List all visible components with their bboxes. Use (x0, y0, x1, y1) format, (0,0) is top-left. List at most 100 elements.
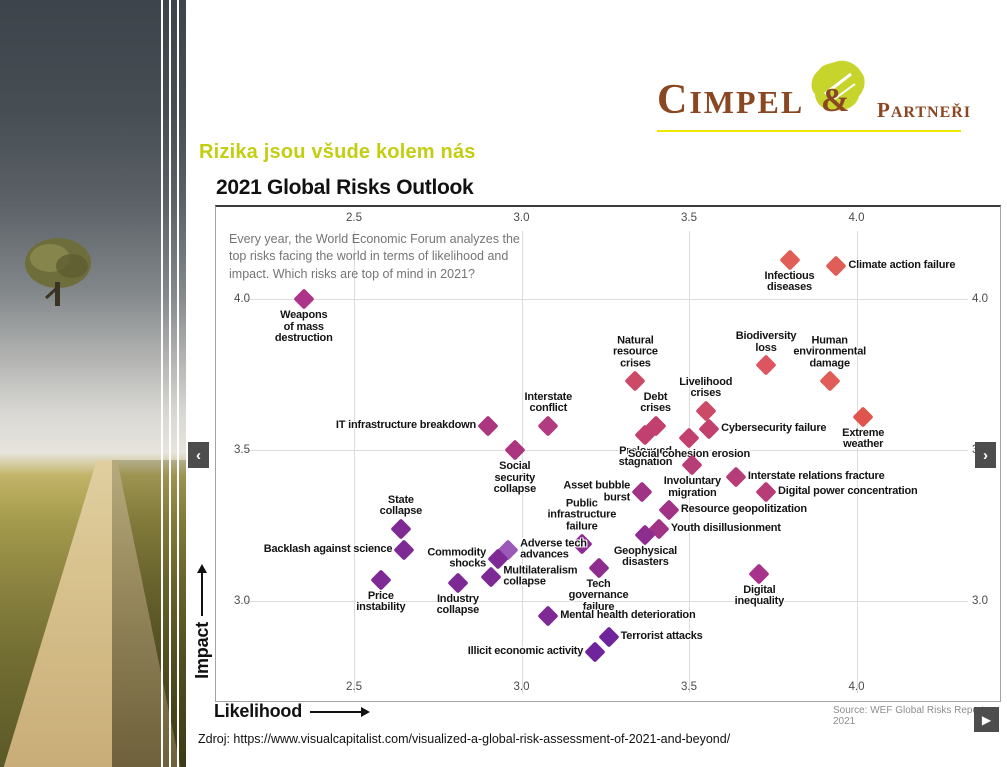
x-tick-label: 2.5 (346, 212, 362, 224)
risk-point (698, 418, 720, 440)
x-axis-label: Likelihood (214, 701, 371, 722)
risk-label: Social security collapse (493, 460, 537, 496)
leaf-icon (811, 60, 865, 111)
x-tick-label: 3.0 (513, 212, 530, 224)
source-url: Zdroj: https://www.visualcapitalist.com/… (198, 732, 731, 746)
play-button[interactable]: ▶ (974, 707, 999, 732)
risk-label: Prolonged stagnation (618, 444, 673, 469)
risk-label: Commodity shocks (427, 546, 487, 570)
vertical-line-decoration (161, 0, 163, 767)
risk-point (819, 369, 841, 392)
risk-point (447, 572, 469, 594)
gridline (521, 231, 523, 693)
risk-label: Human environmental damage (793, 333, 866, 369)
risk-point (778, 249, 801, 271)
gridline (246, 601, 968, 602)
x-tick-label: 3.0 (513, 681, 530, 693)
risk-point (678, 427, 700, 449)
x-tick-label: 2.5 (346, 681, 362, 693)
slide-heading: Rizika jsou všude kolem nás (199, 141, 476, 163)
chart-title: 2021 Global Risks Outlook (216, 176, 474, 199)
gridline (354, 231, 355, 693)
risk-label: Multilateralism collapse (503, 564, 578, 588)
risk-label: Industry collapse (436, 592, 480, 617)
y-tick-label: 4.0 (972, 293, 988, 305)
risk-point (393, 539, 415, 561)
risk-point (755, 354, 777, 377)
risk-point (755, 481, 777, 503)
y-axis-label: Impact (191, 564, 213, 702)
logo-underline (657, 130, 961, 132)
logo-ampersand: & (821, 82, 850, 119)
grass-shading (111, 460, 186, 767)
gridline (246, 299, 968, 300)
landscape-photo: ᵥ ᵥ ᵥᵥ ᵥ ᵥ (0, 0, 186, 767)
logo-name: CIMPEL (657, 77, 805, 123)
risk-point (825, 255, 847, 277)
risk-label: Extreme weather (842, 426, 885, 451)
vertical-line-decoration (169, 0, 171, 767)
logo-subname: PARTNEŘI (877, 98, 972, 122)
vertical-line-decoration (177, 0, 179, 767)
risk-point (537, 415, 559, 437)
risk-label: Livelihood crises (679, 375, 733, 400)
risk-point (748, 563, 770, 585)
risk-label: Climate action failure (848, 258, 956, 271)
risk-label: IT infrastructure breakdown (335, 419, 476, 432)
risk-label: Involuntary migration (663, 475, 721, 499)
risk-point (587, 557, 610, 579)
x-tick-label: 3.5 (681, 212, 697, 224)
risk-point (725, 466, 747, 488)
risk-label: Digital power concentration (778, 485, 918, 498)
risk-point (477, 415, 499, 437)
risk-point (631, 481, 653, 503)
right-arrow-icon (310, 706, 371, 717)
risk-point (658, 499, 680, 521)
risk-label: Social cohesion erosion (628, 447, 750, 460)
y-tick-label: 3.0 (234, 595, 250, 607)
tree-illustration (25, 238, 91, 306)
chevron-left-icon: ‹ (196, 446, 201, 464)
chart-source: Source: WEF Global Risks Report 2021 (833, 705, 985, 727)
risk-point (370, 569, 392, 591)
risk-label: Illicit economic activity (467, 645, 584, 658)
risk-label: Natural resource crises (612, 333, 658, 369)
risk-point (390, 517, 412, 540)
risk-point (695, 400, 717, 422)
chart-description: Every year, the World Economic Forum ana… (229, 232, 520, 281)
risk-point (584, 641, 606, 663)
risk-label: Tech governance failure (568, 577, 629, 613)
risk-label: Price instability (356, 589, 406, 614)
up-arrow-icon (197, 564, 207, 616)
risk-label: Weapons of mass destruction (274, 309, 333, 345)
risk-label: Infectious diseases (764, 269, 815, 294)
risk-point (537, 605, 559, 627)
risk-label: Adverse tech advances (520, 537, 587, 561)
risk-label: Geophysical disasters (613, 544, 678, 569)
next-slide-button[interactable]: › (975, 442, 996, 468)
risk-label: Public infrastructure failure (547, 496, 617, 533)
risk-label: Interstate relations fracture (747, 470, 885, 483)
risk-label: Cybersecurity failure (721, 422, 827, 435)
risk-label: State collapse (379, 493, 423, 517)
risk-label: Asset bubble burst (563, 479, 631, 504)
prev-slide-button[interactable]: ‹ (188, 442, 209, 468)
risk-point (597, 626, 620, 648)
y-tick-label: 3.5 (234, 444, 250, 456)
x-tick-label: 4.0 (848, 681, 865, 693)
risk-label: Digital inequality (734, 583, 785, 608)
y-tick-label: 3.0 (972, 595, 988, 607)
play-icon: ▶ (981, 712, 992, 727)
company-logo: CIMPEL & PARTNEŘI (655, 60, 970, 136)
risk-label: Terrorist attacks (620, 630, 703, 643)
gridline (246, 450, 968, 451)
chevron-right-icon: › (983, 446, 988, 464)
risk-point (624, 369, 646, 392)
x-tick-label: 3.5 (681, 681, 697, 693)
risk-label: Backlash against science (263, 542, 393, 555)
chart-panel: 2.52.53.03.03.53.54.04.04.04.03.53.53.03… (215, 205, 1001, 702)
risk-label: Resource geopolitization (680, 503, 807, 516)
risk-label: Youth disillusionment (670, 521, 781, 534)
gridline (856, 231, 858, 693)
